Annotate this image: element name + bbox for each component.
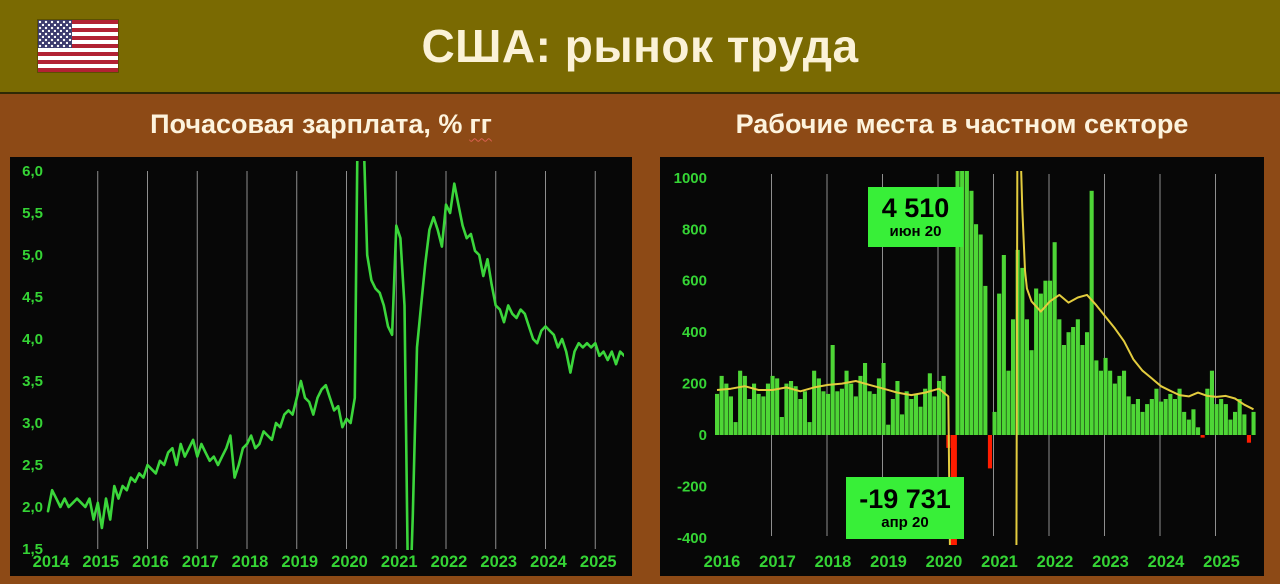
- svg-text:5,5: 5,5: [22, 205, 43, 222]
- jobs-peak-callout: 4 510 июн 20: [868, 187, 963, 247]
- svg-text:-400: -400: [677, 530, 707, 547]
- svg-text:0: 0: [699, 427, 707, 444]
- page-title: США: рынок труда: [421, 20, 859, 72]
- wage-chart-title: Почасовая зарплата, % гг: [10, 96, 632, 152]
- jobs-peak-date: июн 20: [889, 223, 942, 241]
- svg-text:2024: 2024: [530, 553, 568, 571]
- svg-text:2021: 2021: [981, 553, 1018, 571]
- jobs-trough-callout: -19 731 апр 20: [846, 477, 964, 539]
- svg-text:200: 200: [682, 376, 707, 393]
- svg-text:2019: 2019: [870, 553, 907, 571]
- us-flag-icon: [38, 20, 118, 72]
- svg-text:2,0: 2,0: [22, 499, 43, 516]
- svg-text:-200: -200: [677, 478, 707, 495]
- svg-text:2022: 2022: [1037, 553, 1074, 571]
- svg-text:2023: 2023: [1092, 553, 1129, 571]
- svg-text:4,5: 4,5: [22, 289, 43, 306]
- jobs-trough-date: апр 20: [881, 514, 929, 532]
- svg-text:2016: 2016: [704, 553, 741, 571]
- jobs-chart-title: Рабочие места в частном секторе: [660, 96, 1264, 152]
- jobs-chart-panel: 1000 800 600 400 200 0 -200 -400 2016 2017 2018 201…: [660, 157, 1264, 576]
- svg-text:2025: 2025: [1203, 553, 1240, 571]
- svg-text:2023: 2023: [480, 553, 517, 571]
- svg-text:2020: 2020: [331, 553, 368, 571]
- wage-chart-title-text: Почасовая зарплата, %: [150, 108, 463, 139]
- us-flag-canton: [38, 20, 72, 48]
- svg-text:800: 800: [682, 221, 707, 238]
- svg-text:600: 600: [682, 273, 707, 290]
- svg-text:1,5: 1,5: [22, 541, 43, 558]
- svg-text:400: 400: [682, 324, 707, 341]
- svg-text:2022: 2022: [431, 553, 468, 571]
- svg-text:2017: 2017: [759, 553, 796, 571]
- svg-text:1000: 1000: [674, 170, 707, 187]
- svg-text:2018: 2018: [232, 553, 269, 571]
- svg-text:2019: 2019: [281, 553, 318, 571]
- wage-chart-panel: 6,0 5,5 5,0 4,5 4,0 3,5 3,0 2,5 2,0 1,5 2014 2015 20…: [10, 157, 632, 576]
- svg-text:2018: 2018: [815, 553, 852, 571]
- jobs-peak-value: 4 510: [881, 192, 950, 223]
- svg-text:3,5: 3,5: [22, 373, 43, 390]
- svg-text:2016: 2016: [132, 553, 169, 571]
- svg-text:2025: 2025: [580, 553, 617, 571]
- svg-text:5,0: 5,0: [22, 247, 43, 264]
- wage-chart-title-wavy-word: гг: [469, 108, 492, 139]
- jobs-trough-value: -19 731: [859, 483, 951, 514]
- svg-text:6,0: 6,0: [22, 163, 43, 180]
- svg-text:2,5: 2,5: [22, 457, 43, 474]
- svg-text:2015: 2015: [82, 553, 119, 571]
- svg-text:2014: 2014: [33, 553, 71, 571]
- svg-text:2017: 2017: [182, 553, 219, 571]
- svg-text:2021: 2021: [381, 553, 418, 571]
- jobs-chart-title-text: Рабочие места в частном секторе: [735, 108, 1189, 139]
- svg-text:2020: 2020: [926, 553, 963, 571]
- svg-text:3,0: 3,0: [22, 415, 43, 432]
- header-band: США: рынок труда: [0, 0, 1280, 94]
- svg-text:4,0: 4,0: [22, 331, 43, 348]
- svg-text:2024: 2024: [1148, 553, 1186, 571]
- jobs-chart-canvas: 1000 800 600 400 200 0 -200 -400 2016 2017 2018 201…: [674, 170, 1256, 571]
